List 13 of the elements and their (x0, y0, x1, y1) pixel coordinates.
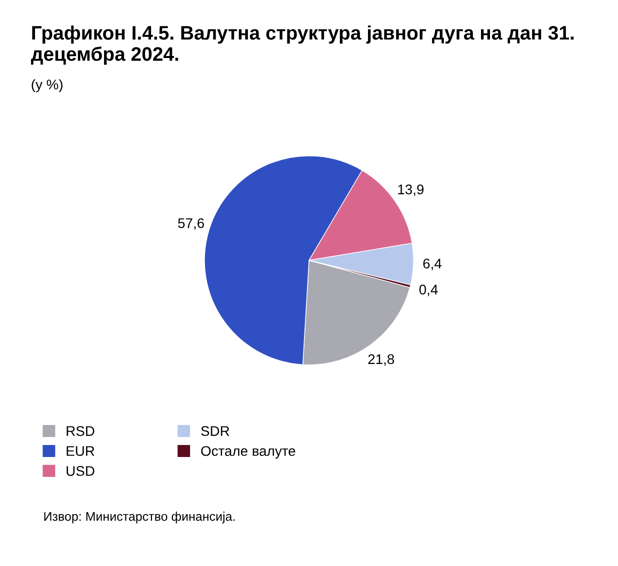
data-label: 21,8 (368, 354, 394, 366)
data-label: 6,4 (423, 258, 442, 270)
data-label: 57,6 (178, 218, 204, 230)
chart-title: Графикон I.4.5. Валутна структура јавног дуга на дан 31. децембра 2024. (31, 25, 574, 65)
data-label: 0,4 (419, 284, 438, 296)
chart-subtitle: (у %) (32, 79, 62, 92)
legend-label: RSD (66, 426, 94, 436)
legend-label: EUR (66, 446, 94, 456)
legend-label: USD (66, 466, 94, 476)
text: Извор: Министарство финансија. (44, 512, 235, 524)
legend-label: SDR (201, 426, 230, 436)
data-label: 13,9 (398, 184, 424, 196)
legend-label: Остале валуте (201, 446, 296, 459)
